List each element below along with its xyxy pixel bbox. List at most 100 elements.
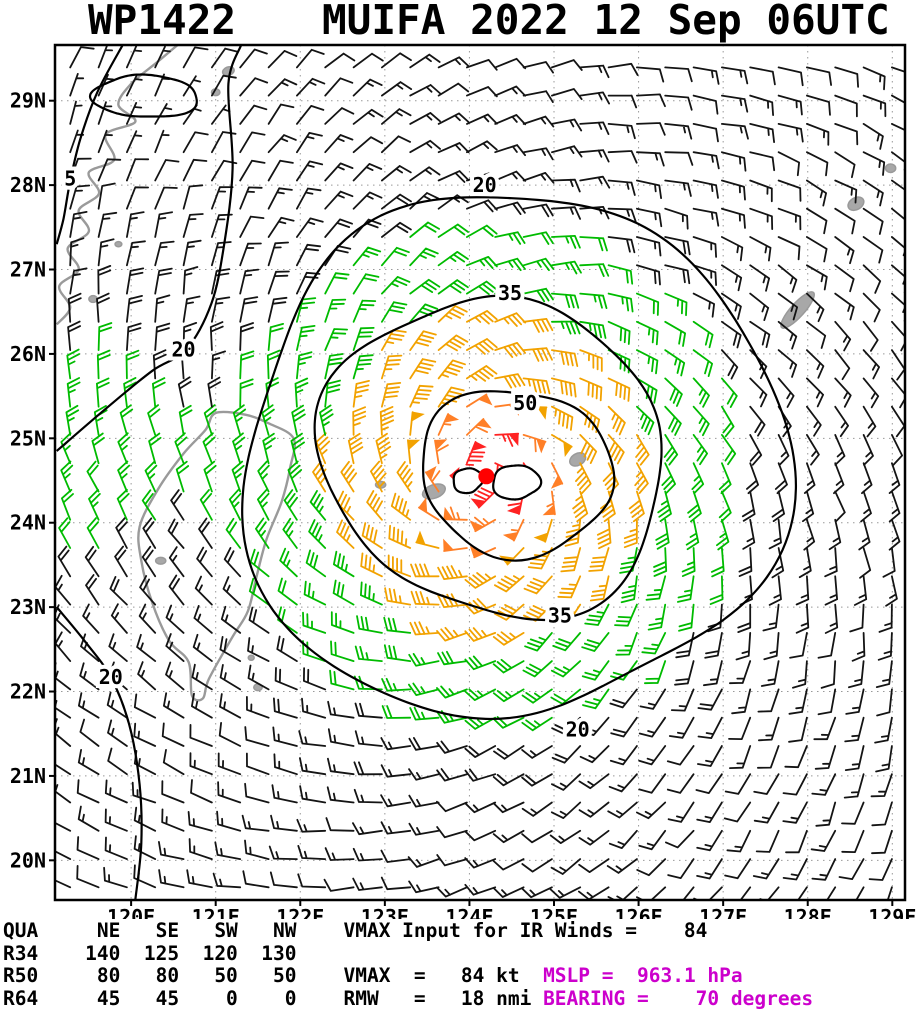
wind-barb [696, 858, 723, 880]
wind-barb [851, 632, 866, 662]
wind-barb [691, 462, 705, 495]
wind-barb [695, 773, 723, 794]
wind-barb [182, 131, 209, 154]
wind-barb [181, 349, 195, 380]
wind-barb [182, 46, 209, 69]
lat-label: 28N [10, 173, 46, 197]
wind-barb [664, 94, 693, 111]
wind-barb [97, 211, 118, 238]
wind-barb [806, 292, 825, 323]
wind-barb [182, 266, 199, 295]
wind-barb [521, 829, 553, 844]
wind-barb [408, 737, 440, 751]
wind-barb [834, 123, 859, 146]
wind-barb [239, 378, 254, 408]
wind-barb [104, 836, 128, 860]
wind-barb [190, 779, 213, 804]
wind-barb [106, 691, 128, 719]
wind-barb [645, 575, 667, 601]
wind-barb [168, 574, 185, 606]
wind-barb [267, 187, 293, 210]
wind-barb [324, 379, 341, 408]
wind-barb [82, 603, 100, 634]
wind-barb [817, 688, 837, 716]
wind-barb [888, 462, 901, 494]
wind-barb [324, 272, 350, 295]
wind-barb [133, 806, 157, 832]
wind-barb [607, 264, 634, 285]
wind-barb [834, 349, 851, 381]
wind-barb [249, 548, 270, 578]
wind-barb [579, 292, 608, 309]
wind-barb [267, 216, 295, 238]
wind-barb [410, 590, 440, 606]
wind-barb [437, 386, 465, 408]
wind-barb [620, 575, 638, 604]
wind-barb [125, 349, 140, 380]
wind-barb [845, 688, 865, 715]
wind-barb [126, 295, 143, 323]
wind-barb [607, 207, 637, 223]
wind-barb [142, 517, 157, 549]
wind-barb [191, 663, 213, 691]
wind-barb [579, 263, 610, 277]
wind-barb [777, 349, 798, 378]
wind-barb [352, 78, 383, 97]
wind-barb [522, 61, 554, 74]
wind-barb [409, 53, 441, 69]
wind-barb [60, 432, 74, 465]
wind-barb [834, 66, 859, 88]
wind-barb [408, 822, 440, 836]
wind-barb [267, 241, 289, 267]
wind-barb [661, 462, 676, 495]
wind-barb [231, 460, 245, 493]
wind-barb [551, 773, 582, 791]
wind-barb [522, 347, 553, 362]
wind-barb [267, 159, 294, 182]
wind-barb [466, 338, 498, 355]
wind-barb [549, 886, 582, 899]
wind-barb [862, 123, 884, 150]
wind-barb [644, 660, 667, 685]
wind-barb [239, 131, 266, 154]
wind-barb [697, 716, 723, 739]
wind-barb [161, 808, 185, 832]
wind-barb [834, 377, 852, 408]
wind-barb [862, 434, 874, 466]
wind-barb [811, 773, 837, 796]
wind-barb [704, 632, 723, 659]
wind-barb [437, 223, 469, 238]
wind-barb [257, 460, 270, 493]
wind-barb [582, 688, 610, 710]
wind-barb [871, 829, 893, 855]
wind-barb [609, 688, 638, 709]
wind-barb [777, 123, 804, 143]
rmw-text: RMW = 18 nmi [343, 986, 544, 1010]
wind-barb [464, 688, 497, 701]
wind-barb [219, 636, 242, 662]
wind-barb [777, 94, 803, 116]
page-title: MUIFA 2022 12 Sep 06UTC [322, 0, 890, 44]
wind-barb [578, 773, 610, 790]
wind-barb [834, 434, 846, 466]
wind-barb [211, 296, 231, 323]
wind-barb [494, 85, 527, 97]
wind-barb [522, 231, 554, 245]
wind-barb [232, 404, 247, 436]
wind-barb [607, 349, 631, 374]
wind-barb [396, 461, 414, 493]
wind-barb [466, 199, 498, 213]
wind-barb [522, 257, 555, 272]
wind-barb [93, 405, 108, 436]
wind-barb [383, 644, 412, 662]
wind-barb [826, 886, 837, 900]
wind-barb [803, 518, 816, 551]
wind-barb [579, 236, 608, 252]
wind-barb [246, 696, 270, 719]
wind-barb [163, 692, 185, 719]
wind-barb [437, 142, 470, 154]
wind-barb [692, 377, 710, 408]
wind-barb [78, 692, 100, 719]
wind-barb [777, 264, 798, 293]
wind-barb [220, 605, 242, 634]
